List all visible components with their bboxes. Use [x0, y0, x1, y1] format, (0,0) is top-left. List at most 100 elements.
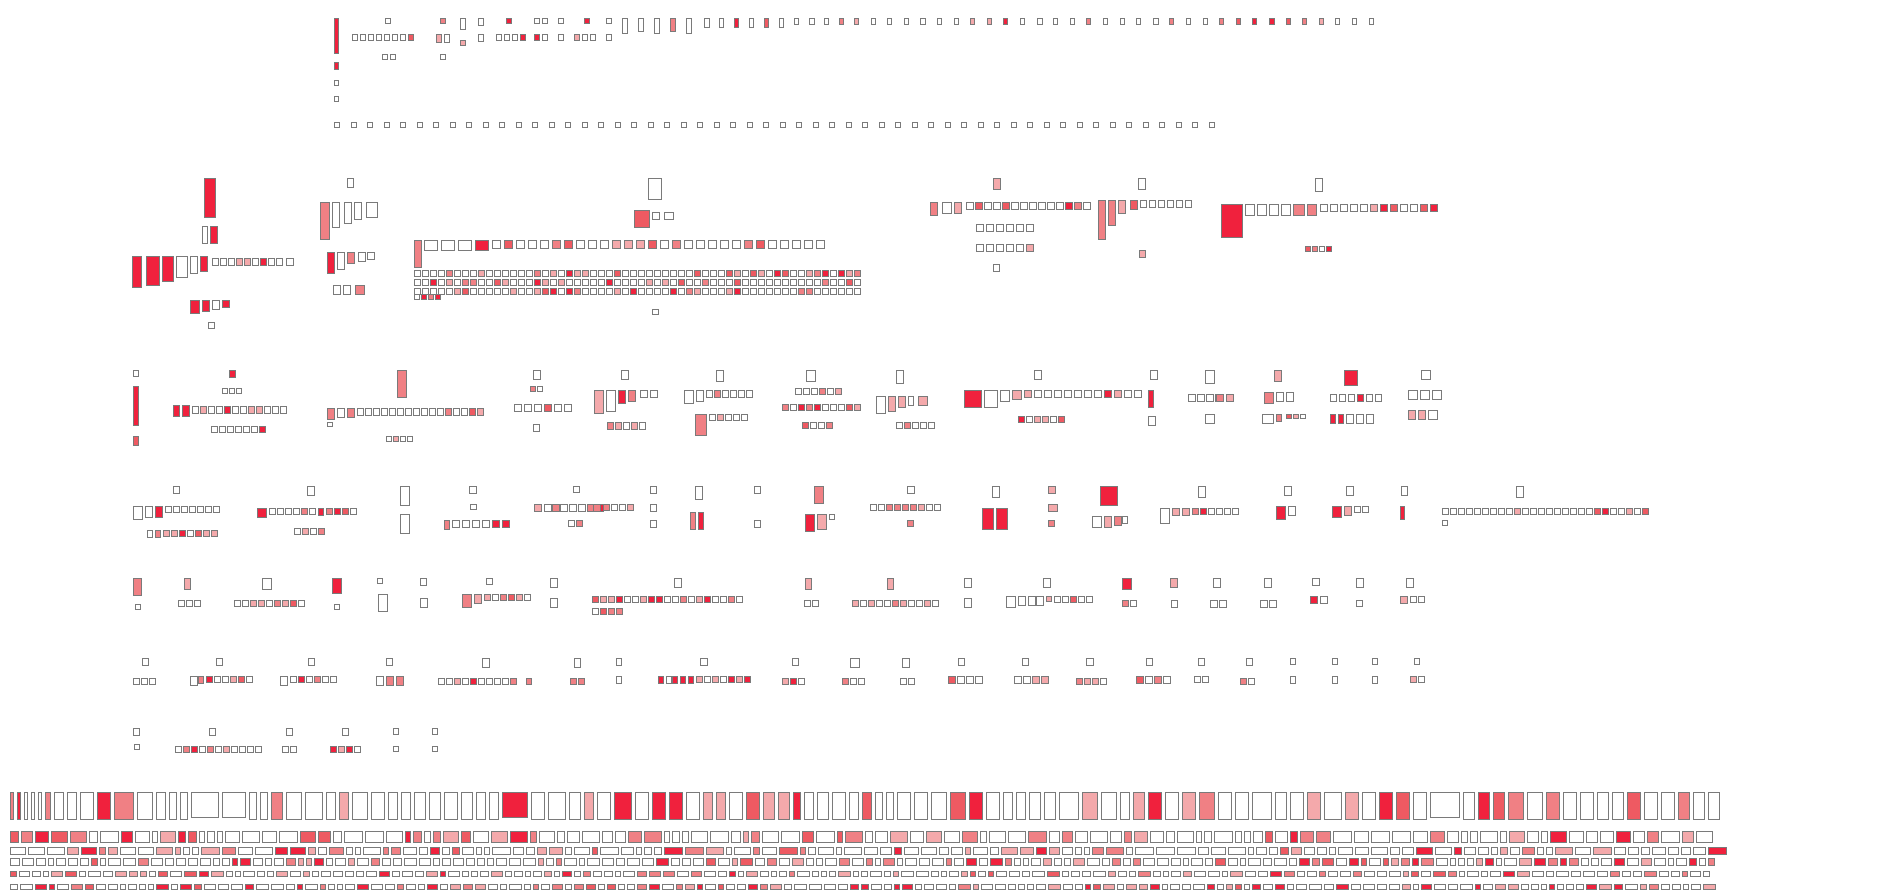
cell	[592, 596, 599, 603]
cell	[424, 240, 438, 251]
cell	[718, 270, 725, 277]
cell	[587, 858, 600, 866]
cell	[437, 408, 444, 416]
cell	[1060, 122, 1066, 128]
cell	[1627, 792, 1641, 820]
cell	[184, 578, 191, 590]
cell	[654, 270, 661, 277]
cell	[822, 404, 829, 411]
cell	[1614, 884, 1623, 890]
cell	[648, 596, 655, 603]
cell	[486, 288, 493, 295]
cell	[790, 279, 797, 286]
cell	[65, 871, 77, 877]
cell	[650, 486, 657, 494]
cell	[1006, 224, 1014, 232]
cell	[1028, 596, 1036, 606]
cell	[365, 408, 372, 416]
cell	[446, 288, 453, 295]
cell	[1065, 202, 1073, 210]
cell	[861, 884, 869, 890]
cell	[470, 504, 477, 510]
cell	[1703, 871, 1710, 877]
cell	[1226, 394, 1234, 402]
cell	[32, 871, 41, 877]
cell	[582, 34, 588, 41]
cell	[822, 279, 829, 286]
cell	[1032, 676, 1040, 684]
cell	[1183, 871, 1192, 877]
cell	[176, 858, 186, 866]
cell	[631, 422, 638, 430]
cell	[242, 831, 260, 843]
cell	[212, 258, 219, 266]
cell	[453, 408, 460, 416]
cell	[1370, 204, 1378, 212]
cell	[656, 858, 669, 866]
cell	[255, 847, 273, 855]
cell	[262, 578, 272, 590]
cell	[1448, 871, 1457, 877]
cell	[976, 224, 984, 232]
cell	[1430, 831, 1445, 843]
cell	[1162, 884, 1168, 890]
cell	[440, 54, 446, 60]
cell	[1202, 18, 1208, 25]
cell	[614, 288, 621, 295]
cell	[582, 279, 589, 286]
cell	[732, 240, 741, 249]
cell	[565, 847, 572, 855]
cell	[1517, 871, 1530, 877]
cell	[290, 847, 306, 855]
cell	[502, 678, 509, 685]
cell	[936, 884, 947, 890]
cell	[526, 678, 532, 685]
cell	[1198, 658, 1205, 666]
cell	[1324, 884, 1334, 890]
cell	[421, 408, 428, 416]
cell	[674, 578, 682, 588]
cell	[413, 831, 422, 843]
cell	[538, 858, 544, 866]
cell	[597, 792, 611, 820]
cell	[140, 871, 147, 877]
cell	[1335, 18, 1341, 25]
cell	[600, 847, 619, 855]
cell	[688, 676, 694, 684]
cell	[386, 831, 403, 843]
cell	[682, 831, 689, 843]
cell	[10, 831, 19, 843]
cell	[541, 884, 550, 890]
cell	[797, 871, 810, 877]
cell	[99, 847, 106, 855]
cell	[171, 530, 178, 537]
cell	[964, 578, 972, 588]
cell	[392, 871, 400, 877]
cell	[212, 300, 220, 310]
cell	[671, 858, 680, 866]
cell	[338, 746, 345, 753]
cell	[1026, 244, 1034, 252]
cell	[584, 18, 590, 24]
cell	[741, 414, 748, 421]
cell	[817, 514, 827, 530]
cell	[180, 884, 192, 890]
cell	[1683, 884, 1689, 890]
cell	[1018, 596, 1026, 606]
cell	[155, 530, 161, 538]
cell	[1498, 508, 1505, 515]
cell	[89, 831, 98, 843]
cell	[388, 792, 398, 820]
cell	[1612, 792, 1624, 820]
cell	[454, 288, 461, 295]
cell	[1330, 394, 1337, 402]
cell	[1117, 884, 1124, 890]
cell	[1450, 858, 1456, 866]
cell	[720, 596, 727, 603]
cell	[333, 831, 342, 843]
cell	[832, 792, 846, 820]
cell	[373, 408, 380, 416]
cell	[183, 847, 190, 855]
cell	[691, 871, 702, 877]
cell	[134, 744, 140, 750]
